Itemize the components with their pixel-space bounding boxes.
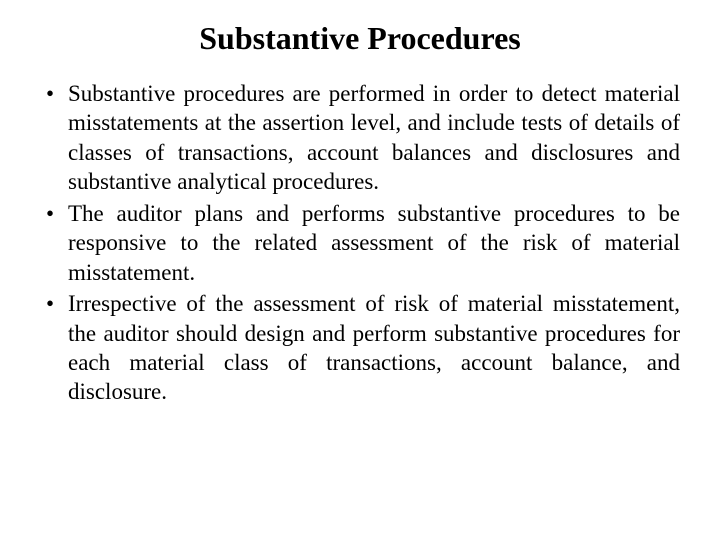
slide-title: Substantive Procedures	[40, 20, 680, 57]
bullet-item: The auditor plans and performs substanti…	[40, 199, 680, 287]
bullet-item: Substantive procedures are performed in …	[40, 79, 680, 197]
bullet-item: Irrespective of the assessment of risk o…	[40, 289, 680, 407]
bullet-list: Substantive procedures are performed in …	[40, 79, 680, 407]
